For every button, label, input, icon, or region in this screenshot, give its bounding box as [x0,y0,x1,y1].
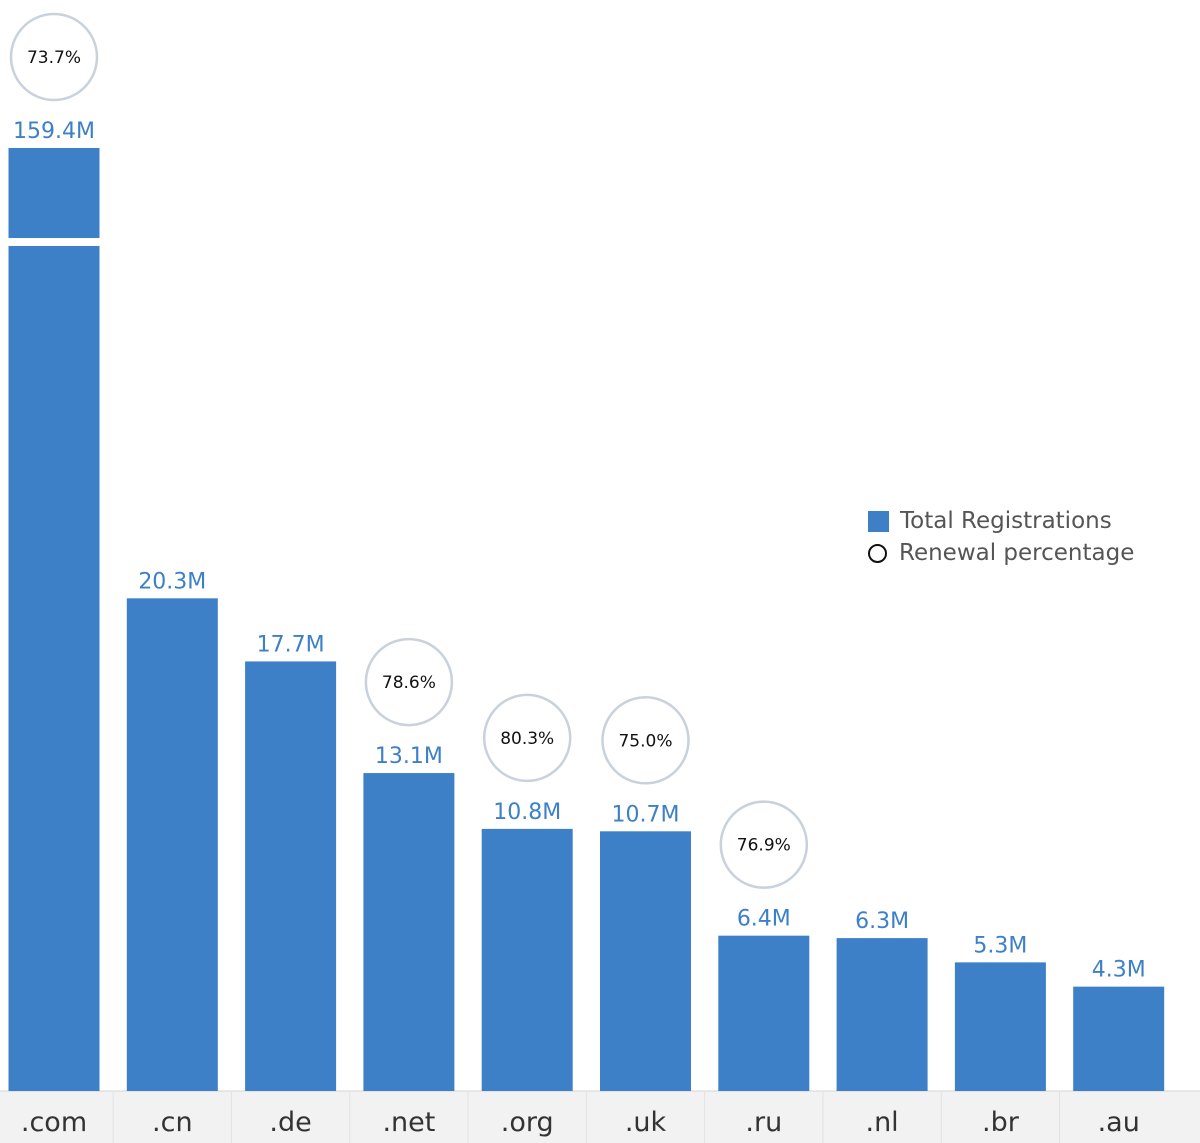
renewal-circle [482,693,572,783]
bar-value-label: 159.4M [13,119,95,144]
bar-value-label: 5.3M [973,933,1027,958]
x-tick-label: .net [382,1107,435,1138]
x-tick-label: .com [21,1107,87,1138]
bar-net [363,773,455,1091]
x-tick-label: .au [1098,1107,1140,1138]
legend-swatch-icon [868,510,889,532]
x-tick-label: .de [269,1107,311,1138]
bar-value-label: 10.8M [493,800,561,825]
x-tick-label: .ru [745,1107,782,1138]
bar-value-label: 17.7M [257,632,325,657]
bar-org [481,828,573,1091]
x-tick-label: .uk [625,1107,667,1138]
x-tick-label: .br [982,1107,1020,1138]
bar-nl [836,938,928,1091]
bar-ru [718,935,810,1091]
x-tick-label: .cn [152,1107,193,1138]
renewal-label: 75.0% [618,731,672,751]
axis-break-gap [6,238,102,246]
bar-value-label: 6.3M [855,909,909,934]
bar-com [8,148,100,1091]
renewal-label: 76.9% [737,836,791,856]
bar-uk [600,831,691,1091]
legend-label-registrations: Total Registrations [900,508,1112,534]
x-tick-label: .nl [865,1107,898,1138]
x-tick-label: .org [501,1107,554,1138]
legend-circle-icon [868,543,887,563]
bar-value-label: 10.7M [612,802,680,827]
bar-value-label: 6.4M [737,907,791,932]
legend: Total Registrations Renewal percentage [868,505,1134,569]
renewal-circle [719,800,809,889]
bar-de [245,661,337,1091]
legend-label-renewal: Renewal percentage [899,540,1135,566]
renewal-label: 80.3% [500,729,554,749]
renewal-label: 73.7% [27,48,81,68]
legend-item-registrations: Total Registrations [868,505,1134,537]
bar-value-label: 4.3M [1092,958,1146,983]
bar-value-label: 13.1M [375,744,443,769]
renewal-circle [601,696,690,785]
bar-au [1073,986,1165,1091]
bar-br [954,962,1046,1091]
renewal-label: 78.6% [382,673,436,693]
bar-cn [126,598,218,1091]
renewal-circle [364,637,454,727]
x-axis-band [0,1091,1200,1143]
renewal-circle [9,12,99,102]
bar-value-label: 20.3M [138,569,206,594]
legend-item-renewal: Renewal percentage [868,537,1134,569]
